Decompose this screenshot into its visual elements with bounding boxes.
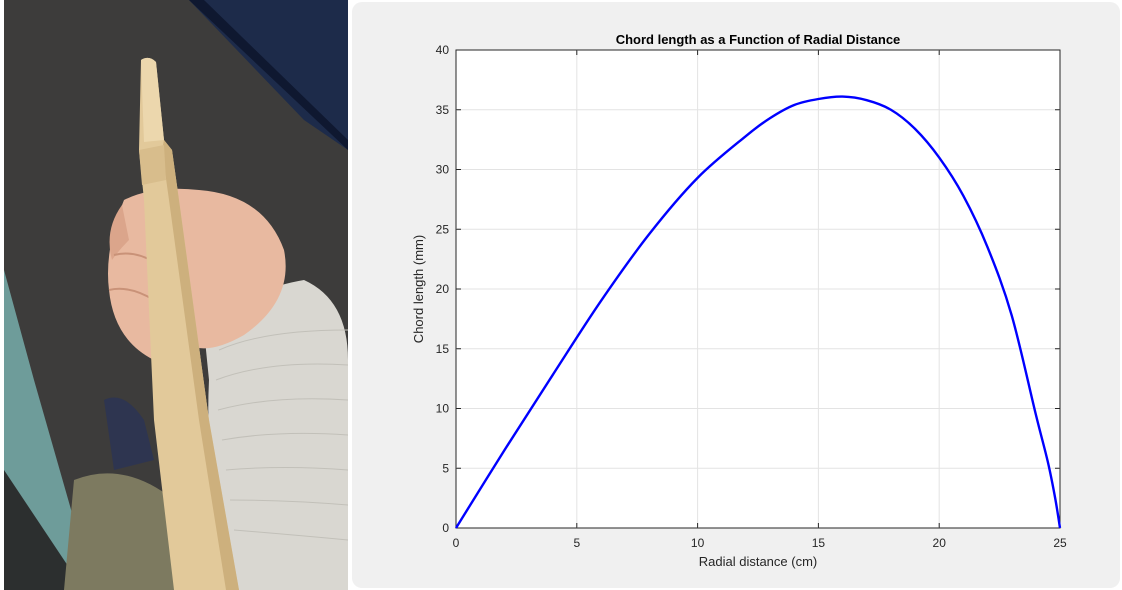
y-tick-label: 25 (436, 222, 450, 236)
y-tick-label: 35 (436, 103, 450, 117)
y-tick-label: 5 (442, 461, 449, 475)
y-tick-label: 30 (436, 163, 450, 177)
chart-title: Chord length as a Function of Radial Dis… (616, 32, 901, 47)
chord-length-line (454, 95, 1062, 529)
y-tick-label: 40 (436, 43, 450, 57)
x-tick-label: 25 (1053, 536, 1067, 550)
y-tick-label: 0 (442, 521, 449, 535)
blade-photo (4, 0, 348, 590)
blade-photo-illustration (4, 0, 348, 590)
x-axis-label: Radial distance (cm) (699, 554, 818, 569)
y-axis-label: Chord length (mm) (411, 235, 426, 343)
x-tick-label: 20 (933, 536, 947, 550)
x-tick-label: 10 (691, 536, 705, 550)
chord-length-chart: 0 5 10 15 20 25 0 5 10 15 20 25 30 35 40 Chord length … (411, 32, 1067, 569)
x-tick-label: 5 (573, 536, 580, 550)
grid (456, 50, 1060, 528)
y-tick-label: 10 (436, 402, 450, 416)
x-tick-label: 15 (812, 536, 826, 550)
axis-ticks: 0 5 10 15 20 25 0 5 10 15 20 25 30 35 40 (436, 43, 1067, 550)
chart-panel: 0 5 10 15 20 25 0 5 10 15 20 25 30 35 40 Chord length … (352, 2, 1120, 588)
y-tick-label: 15 (436, 342, 450, 356)
x-tick-label: 0 (453, 536, 460, 550)
y-tick-label: 20 (436, 282, 450, 296)
